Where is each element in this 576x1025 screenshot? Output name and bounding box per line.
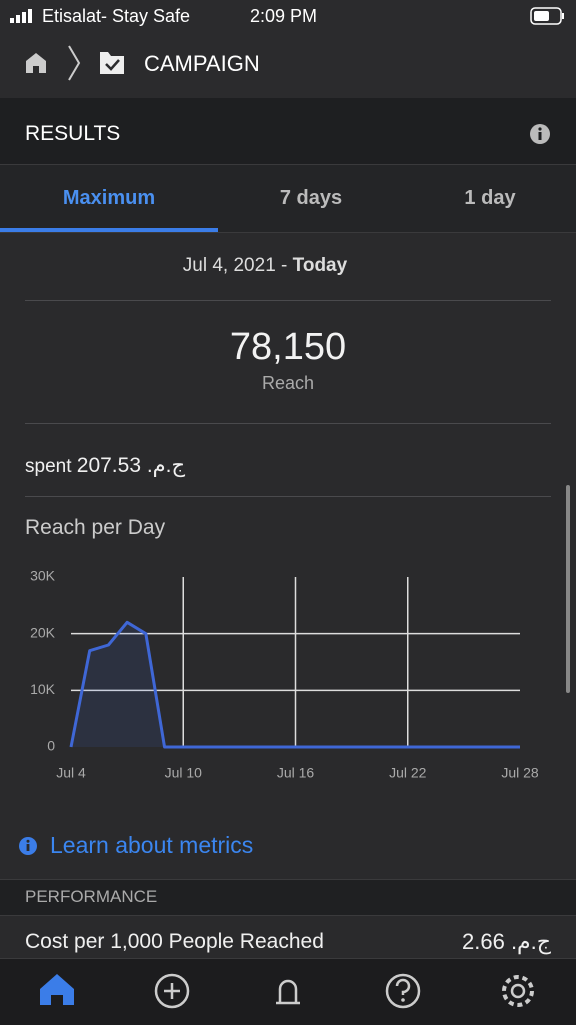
spent: spent ج.م. 207.53 (25, 453, 185, 478)
results-bar: RESULTS (0, 98, 576, 165)
x-tick-label: Jul 22 (389, 765, 427, 781)
info-icon[interactable] (529, 123, 551, 145)
tab-indicator (0, 228, 218, 232)
bottom-nav (0, 958, 576, 1025)
area-line (69, 620, 520, 749)
top-bar: Etisalat- Stay Safe 2:09 PM CAMPAIGN (0, 0, 576, 98)
tab[interactable]: 1 day (464, 187, 516, 209)
carrier: Etisalat- Stay Safe (42, 6, 191, 26)
x-tick-label: Jul 16 (277, 765, 315, 781)
spent-amount: ج.م. 207.53 (76, 454, 186, 477)
date-end: Today (292, 255, 348, 276)
x-tick-label: Jul 10 (165, 765, 203, 781)
spent-label: spent (25, 456, 72, 477)
metric-label: Reach (261, 373, 315, 393)
date-range: Jul 4, 2021 - Today (0, 255, 530, 277)
area-fill (71, 622, 520, 747)
signal-icon (10, 9, 32, 23)
x-tick-label: Jul 4 (56, 765, 86, 781)
y-tick-label: 30K (30, 568, 56, 584)
info-icon (19, 837, 37, 855)
battery-icon (530, 7, 564, 25)
nav-icons[interactable] (0, 959, 576, 1025)
time: 2:09 PM (250, 6, 318, 26)
y-tick-label: 0 (47, 738, 55, 754)
tab[interactable]: Maximum (62, 187, 156, 209)
y-tick-label: 20K (30, 624, 56, 640)
date-start: Jul 4, 2021 - (182, 255, 293, 276)
y-tick-label: 10K (30, 681, 56, 697)
divider (25, 423, 551, 424)
performance-bar: PERFORMANCE (0, 879, 576, 916)
divider (25, 300, 551, 301)
divider (25, 496, 551, 497)
performance-title: PERFORMANCE (25, 887, 158, 906)
header-title: CAMPAIGN (144, 51, 260, 76)
tab[interactable]: 7 days (279, 187, 343, 209)
results-title: RESULTS (25, 122, 121, 145)
chart-title: Reach per Day (25, 516, 166, 539)
tabs: Maximum 7 days 1 day (0, 165, 576, 233)
row-value: ج.م. 2.66 (462, 929, 551, 954)
metric-value: 78,150 (229, 326, 347, 368)
x-tick-label: Jul 28 (501, 765, 539, 781)
row-label: Cost per 1,000 People Reached (25, 930, 324, 953)
learn-link[interactable]: Learn about metrics (50, 832, 254, 858)
chart: 0 10K 20K 30K Jul 4 Jul 10 Jul 16 Jul 22 Jul 28 (30, 568, 539, 781)
scrollbar (566, 485, 570, 693)
breadcrumb-icons[interactable] (22, 42, 132, 86)
